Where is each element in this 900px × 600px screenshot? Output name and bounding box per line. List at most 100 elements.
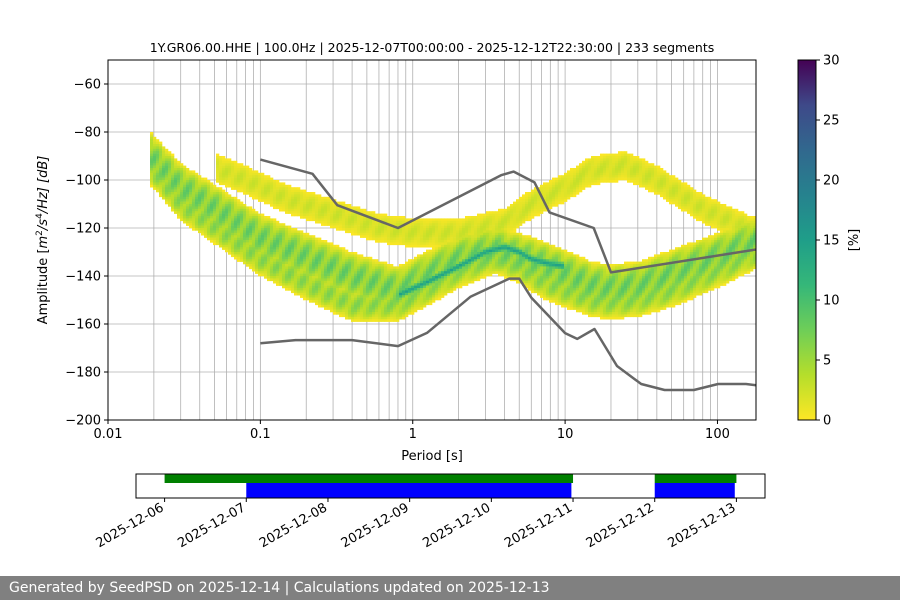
psd-cell [285, 254, 289, 258]
psd-cell [555, 256, 559, 260]
psd-cell [342, 295, 346, 298]
psd-cell [270, 187, 274, 190]
psd-cell [357, 295, 361, 298]
psd-cell [417, 290, 421, 294]
psd-cell [366, 278, 370, 282]
psd-cell [396, 290, 400, 294]
psd-cell [537, 244, 541, 248]
psd-cell [288, 276, 292, 279]
psd-cell [396, 309, 400, 313]
psd-cell [375, 264, 379, 267]
psd-cell [165, 177, 169, 181]
psd-cell [372, 220, 376, 224]
psd-cell [222, 235, 226, 238]
psd-cell [573, 254, 577, 258]
psd-cell [513, 228, 517, 231]
psd-cell [180, 218, 184, 222]
psd-cell [576, 285, 580, 289]
psd-cell [369, 283, 373, 286]
psd-cell [567, 292, 571, 296]
psd-cell [540, 187, 544, 190]
psd-cell [525, 273, 529, 277]
psd-cell [441, 232, 445, 236]
psd-cell [249, 170, 253, 174]
psd-cell [579, 187, 583, 190]
psd-cell [255, 213, 259, 217]
psd-cell [444, 266, 448, 270]
psd-cell [213, 204, 217, 207]
psd-cell [555, 247, 559, 250]
psd-cell [279, 184, 283, 188]
psd-cell [165, 153, 169, 157]
psd-cell [429, 288, 433, 291]
psd-cell [183, 192, 187, 195]
psd-cell [429, 297, 433, 301]
psd-cell [330, 199, 334, 202]
psd-cell [369, 288, 373, 291]
psd-cell [480, 237, 484, 241]
psd-cell [210, 235, 214, 238]
psd-cell [309, 256, 313, 260]
psd-cell [240, 237, 244, 241]
psd-cell [375, 280, 379, 284]
psd-cell [270, 194, 274, 198]
psd-cell [453, 264, 457, 267]
psd-cell [435, 276, 439, 279]
psd-cell [516, 208, 520, 212]
psd-cell [171, 170, 175, 174]
psd-cell [324, 288, 328, 291]
psd-cell [306, 297, 310, 301]
psd-cell [396, 268, 400, 272]
psd-cell [387, 288, 391, 291]
psd-cell [414, 256, 418, 260]
psd-cell [228, 206, 232, 210]
psd-cell [531, 268, 535, 272]
psd-cell [423, 283, 427, 286]
psd-cell [177, 211, 181, 214]
psd-cell [411, 271, 415, 274]
psd-cell [306, 216, 310, 219]
psd-cell [534, 187, 538, 190]
psd-cell [234, 170, 238, 174]
psd-cell [453, 252, 457, 255]
psd-cell [354, 228, 358, 231]
psd-cell [189, 223, 193, 226]
psd-cell [384, 228, 388, 231]
psd-cell [261, 216, 265, 219]
psd-cell [213, 223, 217, 226]
psd-cell [207, 201, 211, 205]
psd-cell [285, 230, 289, 234]
psd-cell [369, 309, 373, 313]
psd-cell [336, 225, 340, 229]
psd-cell [219, 230, 223, 234]
psd-cell [459, 283, 463, 286]
psd-cell [189, 192, 193, 195]
psd-cell [267, 261, 271, 265]
psd-cell [450, 247, 454, 250]
psd-cell [585, 300, 589, 303]
psd-cell [552, 261, 556, 265]
psd-cell [312, 300, 316, 303]
psd-cell [555, 266, 559, 270]
psd-cell [252, 264, 256, 267]
psd-cell [354, 268, 358, 272]
psd-cell [543, 256, 547, 260]
psd-cell [225, 160, 229, 164]
psd-cell [264, 196, 268, 200]
psd-cell [204, 192, 208, 195]
psd-cell [372, 261, 376, 265]
psd-cell [486, 256, 490, 260]
psd-cell [192, 201, 196, 205]
psd-cell [483, 266, 487, 270]
psd-cell [276, 199, 280, 202]
psd-cell [438, 247, 442, 250]
psd-cell [213, 187, 217, 190]
psd-cell [351, 295, 355, 298]
psd-cell [384, 240, 388, 243]
psd-cell [516, 220, 520, 224]
psd-cell [387, 228, 391, 231]
psd-cell [168, 156, 172, 159]
psd-cell [561, 180, 565, 183]
psd-cell [294, 271, 298, 274]
psd-cell [561, 304, 565, 308]
